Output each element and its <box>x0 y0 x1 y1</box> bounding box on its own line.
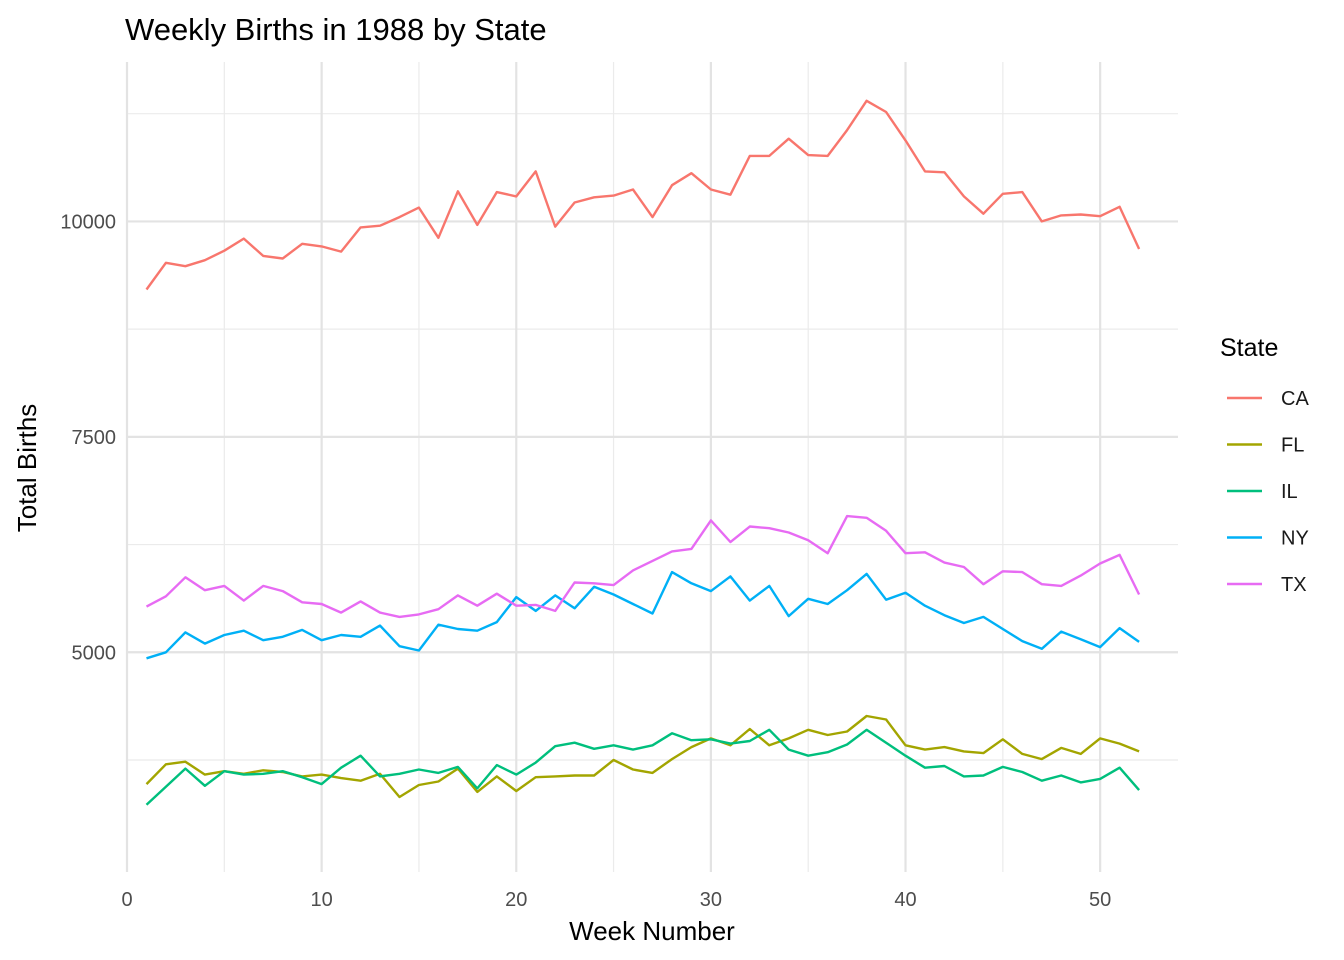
legend-label-ca: CA <box>1281 388 1309 410</box>
legend-title: State <box>1220 334 1278 362</box>
legend-label-ny: NY <box>1281 528 1309 550</box>
series-line-fl <box>145 714 1140 799</box>
x-axis-ticks: 0 10 20 30 40 50 <box>121 889 1111 911</box>
x-tick-label: 30 <box>700 889 722 911</box>
legend-label-il: IL <box>1281 481 1298 503</box>
legend: State CA FL IL NY TX <box>1220 334 1309 596</box>
y-tick-label: 7500 <box>72 427 117 449</box>
y-tick-label: 10000 <box>60 211 116 233</box>
series-line-ca <box>145 99 1141 291</box>
x-axis-title: Week Number <box>569 916 735 946</box>
series-line-tx <box>145 514 1141 619</box>
series-lines <box>145 99 1141 806</box>
y-axis-title: Total Births <box>12 404 42 533</box>
chart-title: Weekly Births in 1988 by State <box>125 12 547 47</box>
major-gridlines <box>125 62 1178 872</box>
legend-label-fl: FL <box>1281 435 1304 457</box>
y-axis-ticks: 5000 7500 10000 <box>60 211 116 664</box>
legend-label-tx: TX <box>1281 574 1307 596</box>
y-tick-label: 5000 <box>72 642 117 664</box>
x-tick-label: 50 <box>1089 889 1111 911</box>
series-line-ny <box>146 570 1140 660</box>
x-tick-label: 10 <box>311 889 333 911</box>
minor-gridlines <box>127 62 1178 872</box>
x-tick-label: 0 <box>121 889 132 911</box>
series-line-il <box>145 728 1141 806</box>
legend-items: CA FL IL NY TX <box>1227 388 1309 596</box>
x-tick-label: 40 <box>894 889 916 911</box>
x-tick-label: 20 <box>505 889 527 911</box>
